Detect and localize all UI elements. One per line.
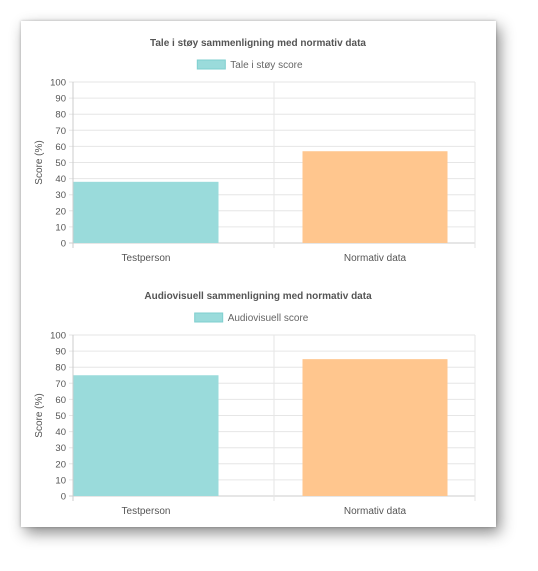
y-tick-label: 100	[50, 78, 66, 89]
legend-label: Tale i støy score	[230, 60, 303, 71]
y-tick-label: 90	[55, 347, 66, 358]
y-tick-label: 90	[55, 94, 66, 105]
y-tick-label: 70	[55, 379, 66, 390]
charts-canvas: Tale i støy sammenligning med normativ d…	[34, 38, 476, 517]
x-category-label: Normativ data	[344, 253, 407, 264]
y-tick-label: 100	[50, 331, 66, 342]
chart-card: Tale i støy sammenligning med normativ d…	[21, 21, 496, 527]
bar-1	[73, 181, 219, 243]
chart-title: Tale i støy sammenligning med normativ d…	[150, 38, 366, 49]
y-tick-label: 60	[55, 395, 66, 406]
y-tick-label: 50	[55, 158, 66, 169]
bar-1	[73, 375, 219, 496]
bar-2	[302, 359, 448, 496]
bar-chart-2: Audiovisuell sammenligning med normativ …	[34, 291, 476, 517]
x-category-label: Testperson	[122, 253, 171, 264]
chart-title: Audiovisuell sammenligning med normativ …	[144, 291, 372, 302]
y-tick-label: 70	[55, 126, 66, 137]
x-category-label: Normativ data	[344, 506, 407, 517]
y-tick-label: 30	[55, 190, 66, 201]
y-tick-label: 50	[55, 411, 66, 422]
y-tick-label: 0	[61, 492, 66, 503]
y-axis-label: Score (%)	[34, 393, 45, 437]
y-tick-label: 10	[55, 475, 66, 486]
y-tick-label: 60	[55, 142, 66, 153]
y-tick-label: 20	[55, 206, 66, 217]
y-tick-label: 80	[55, 110, 66, 121]
y-tick-label: 40	[55, 427, 66, 438]
x-category-label: Testperson	[122, 506, 171, 517]
legend-swatch	[196, 59, 226, 70]
y-tick-label: 10	[55, 222, 66, 233]
y-tick-label: 20	[55, 459, 66, 470]
y-tick-label: 40	[55, 174, 66, 185]
bar-2	[302, 151, 448, 243]
y-tick-label: 0	[61, 239, 66, 250]
legend-label: Audiovisuell score	[228, 313, 309, 324]
bar-chart-1: Tale i støy sammenligning med normativ d…	[34, 38, 476, 264]
legend-swatch	[194, 312, 224, 323]
y-tick-label: 30	[55, 443, 66, 454]
y-axis-label: Score (%)	[34, 140, 45, 184]
y-tick-label: 80	[55, 363, 66, 374]
